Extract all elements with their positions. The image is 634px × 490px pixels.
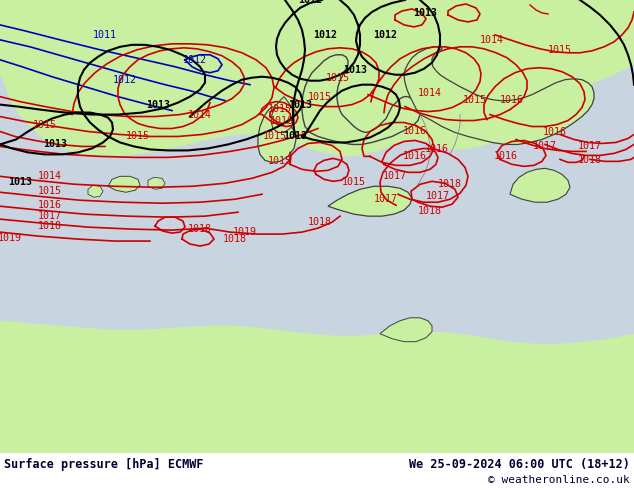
Text: 1015: 1015 — [126, 131, 150, 142]
Polygon shape — [510, 169, 570, 202]
Text: 1013: 1013 — [43, 140, 67, 149]
Text: 1013: 1013 — [413, 8, 437, 18]
Text: 1016: 1016 — [543, 127, 567, 138]
Text: 1012: 1012 — [373, 30, 397, 40]
Polygon shape — [148, 177, 165, 189]
Text: 1017: 1017 — [383, 172, 407, 181]
Text: 1017: 1017 — [374, 194, 398, 204]
Text: © weatheronline.co.uk: © weatheronline.co.uk — [488, 475, 630, 485]
Text: 1015: 1015 — [263, 131, 287, 142]
Text: 1013: 1013 — [8, 177, 32, 187]
Text: 1015: 1015 — [463, 95, 487, 105]
Text: 1016: 1016 — [403, 151, 427, 161]
Polygon shape — [404, 47, 594, 145]
Text: 1014: 1014 — [38, 172, 62, 181]
Text: 1015: 1015 — [342, 177, 366, 187]
Text: 1013: 1013 — [343, 65, 367, 75]
Polygon shape — [380, 318, 432, 342]
Text: 1015: 1015 — [38, 186, 62, 196]
Text: 1018: 1018 — [308, 217, 332, 227]
Text: 1012: 1012 — [183, 55, 207, 65]
Text: 1018: 1018 — [38, 221, 62, 231]
Polygon shape — [0, 321, 634, 453]
Text: 1016: 1016 — [403, 126, 427, 137]
Text: We 25-09-2024 06:00 UTC (18+12): We 25-09-2024 06:00 UTC (18+12) — [409, 458, 630, 471]
Text: 1016: 1016 — [38, 200, 62, 210]
Text: 1017: 1017 — [533, 142, 557, 151]
Text: 1018: 1018 — [188, 224, 212, 234]
Text: 1019: 1019 — [233, 227, 257, 237]
Text: 1016: 1016 — [494, 151, 518, 161]
Polygon shape — [88, 185, 103, 197]
Text: 1015: 1015 — [548, 45, 572, 55]
Text: 1013: 1013 — [283, 131, 307, 142]
Polygon shape — [271, 97, 294, 132]
Text: 1015: 1015 — [268, 103, 292, 114]
Text: 1018: 1018 — [438, 179, 462, 189]
Text: 1017: 1017 — [38, 211, 62, 221]
Text: 1014: 1014 — [480, 35, 504, 45]
Text: 1015: 1015 — [33, 120, 57, 129]
Text: 1018: 1018 — [578, 155, 602, 166]
Polygon shape — [108, 176, 140, 192]
Text: 1016: 1016 — [500, 95, 524, 105]
Polygon shape — [0, 0, 634, 156]
Text: 1018: 1018 — [223, 234, 247, 244]
Text: 1012: 1012 — [113, 74, 137, 85]
Text: 1015: 1015 — [268, 156, 292, 167]
Text: 1017: 1017 — [426, 191, 450, 201]
Polygon shape — [155, 140, 278, 176]
Text: 1014: 1014 — [418, 88, 442, 98]
Text: 1016: 1016 — [425, 145, 449, 154]
Text: 1012: 1012 — [313, 30, 337, 40]
Text: 1011: 1011 — [93, 30, 117, 40]
Polygon shape — [258, 107, 296, 162]
Text: 1014: 1014 — [188, 110, 212, 120]
Text: 1012: 1012 — [298, 0, 322, 5]
Text: 1017: 1017 — [578, 142, 602, 151]
Text: 1018: 1018 — [418, 206, 442, 216]
Text: 1013: 1013 — [288, 99, 312, 110]
Text: 1015: 1015 — [308, 92, 332, 101]
Text: 1015: 1015 — [326, 73, 350, 83]
Polygon shape — [302, 55, 420, 145]
Text: Surface pressure [hPa] ECMWF: Surface pressure [hPa] ECMWF — [4, 458, 204, 471]
Text: 1013: 1013 — [146, 99, 170, 110]
Text: 1019: 1019 — [0, 233, 22, 243]
Text: 1016: 1016 — [270, 116, 294, 125]
Polygon shape — [328, 186, 412, 216]
